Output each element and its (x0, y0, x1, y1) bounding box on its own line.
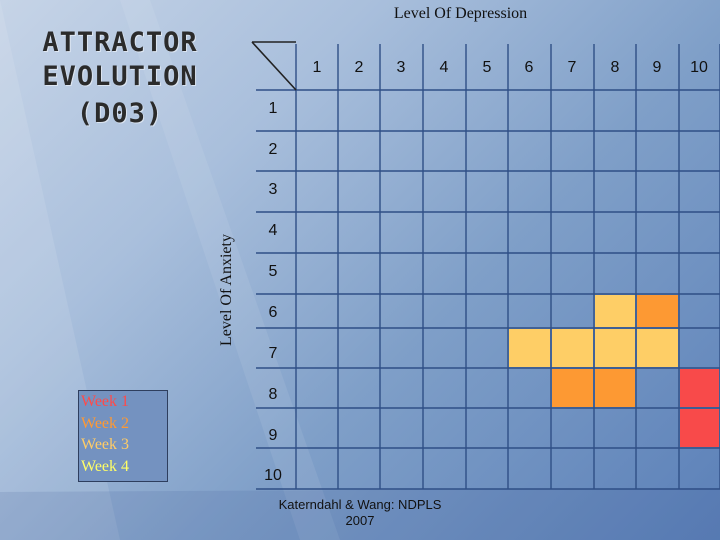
cell-r7-c9 (637, 329, 678, 367)
column-label-2: 2 (354, 59, 364, 76)
cell-r8-c10 (680, 369, 719, 407)
column-label-1: 1 (312, 59, 322, 76)
legend-item-week-3: Week 3 (81, 436, 130, 453)
legend: Week 1 Week 2 Week 3 Week 4 (78, 390, 168, 482)
cell-r7-c8 (595, 329, 635, 367)
row-label-4: 4 (268, 222, 278, 239)
slide-title-line-3: (D03) (76, 98, 164, 129)
source-line-1: Katerndahl & Wang: NDPLS (278, 497, 442, 512)
column-label-9: 9 (652, 59, 662, 76)
column-label-4: 4 (439, 59, 449, 76)
legend-item-week-2: Week 2 (81, 414, 130, 432)
row-label-2: 2 (268, 141, 278, 158)
row-label-8: 8 (268, 386, 278, 403)
x-axis-title: Level Of Depression (393, 5, 528, 22)
cell-r8-c8 (595, 369, 635, 407)
slide-title-line-2: EVOLUTION (42, 61, 198, 92)
cell-r6-c8 (595, 295, 635, 327)
column-label-7: 7 (567, 59, 577, 76)
cell-r7-c7 (552, 329, 593, 367)
legend-item-week-1: Week 1 (81, 393, 130, 410)
source-citation: Katerndahl & Wang: NDPLS 2007 (255, 497, 465, 529)
cell-r6-c9 (637, 295, 678, 327)
row-label-9: 9 (268, 427, 278, 444)
slide-title-line-1: ATTRACTOR (42, 27, 198, 58)
header-diagonal (251, 41, 297, 91)
row-label-6: 6 (268, 304, 278, 321)
row-label-5: 5 (268, 263, 278, 280)
row-label-3: 3 (268, 181, 278, 198)
row-label-1: 1 (268, 100, 278, 117)
row-label-10: 10 (264, 467, 282, 484)
cell-r8-c7 (552, 369, 593, 407)
legend-item-week-4: Week 4 (81, 457, 130, 475)
column-label-5: 5 (482, 59, 492, 76)
column-label-3: 3 (396, 59, 406, 76)
cell-r9-c10 (680, 409, 719, 447)
cell-r7-c6 (509, 329, 550, 367)
column-label-6: 6 (524, 59, 534, 76)
column-label-10: 10 (690, 59, 708, 76)
source-line-2: 2007 (345, 513, 375, 528)
column-label-8: 8 (610, 59, 620, 76)
row-label-7: 7 (268, 345, 278, 362)
